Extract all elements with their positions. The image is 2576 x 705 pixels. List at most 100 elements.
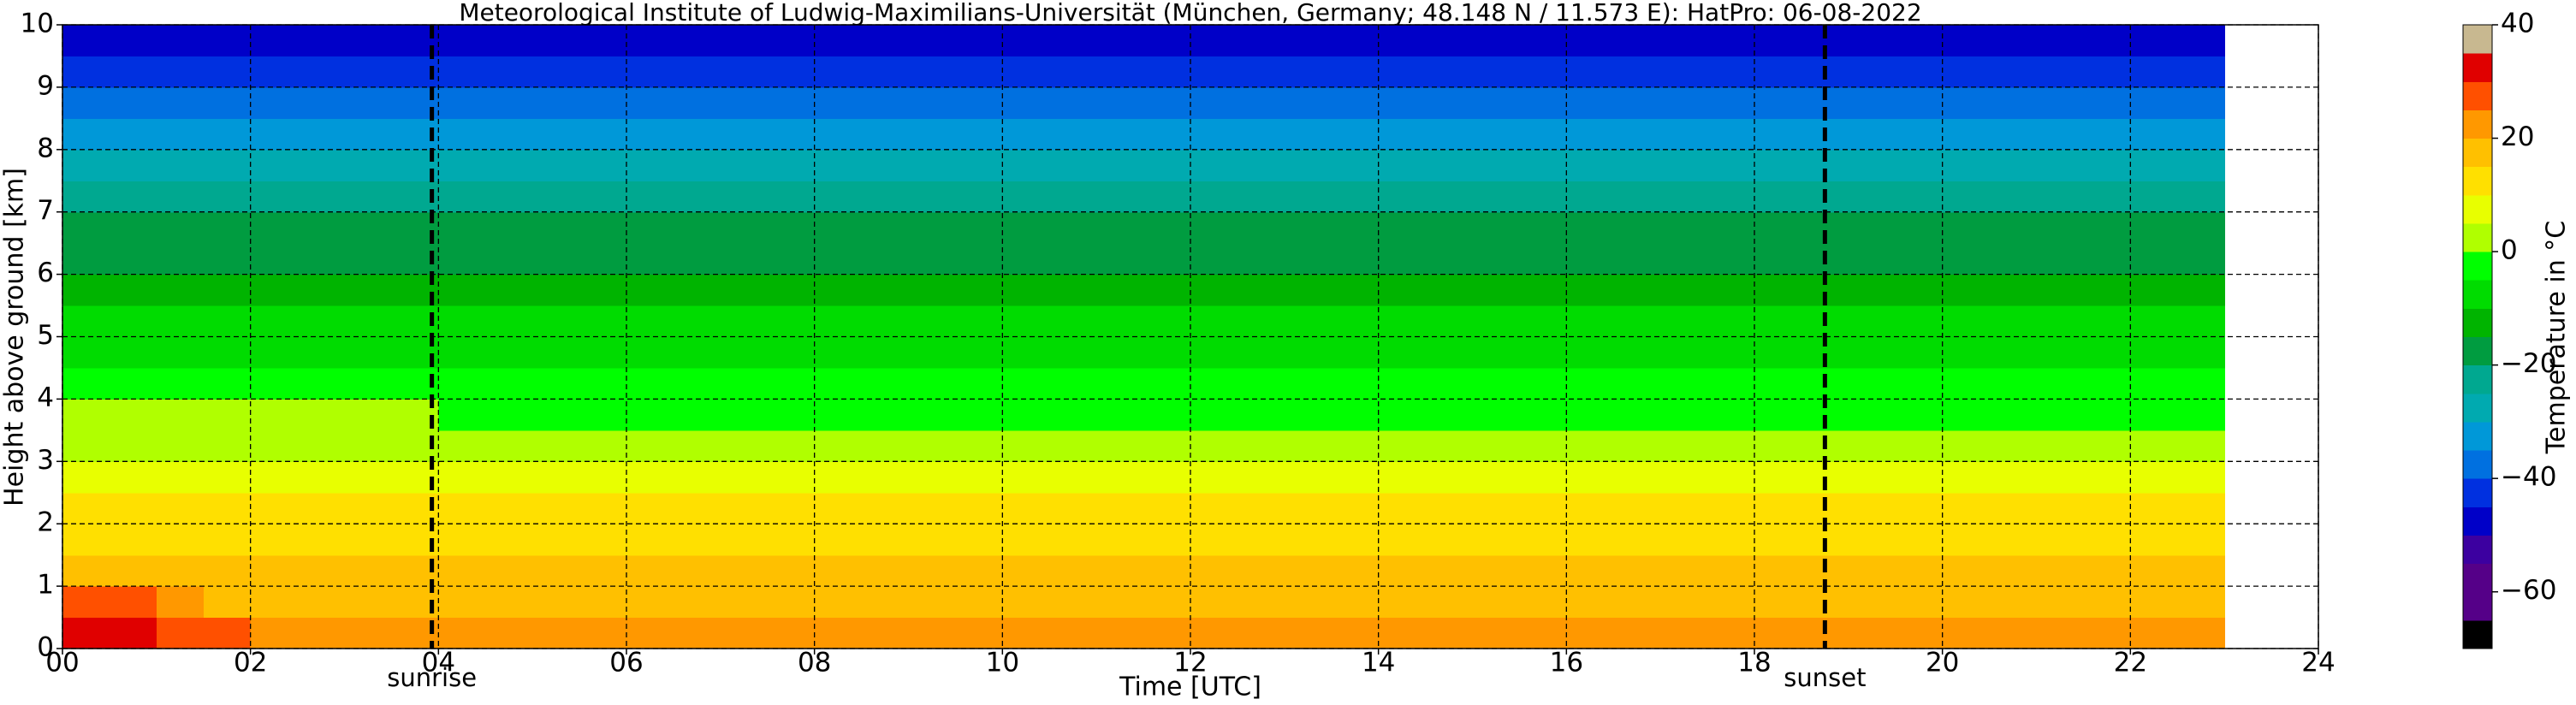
heatmap-cell [1942,336,2225,369]
heatmap-cell [62,336,110,369]
heatmap-cell [62,181,110,213]
heatmap-cell [62,524,110,556]
heatmap-cell [109,243,157,275]
colorbar-tick-label: 20 [2501,121,2534,152]
heatmap-cell [250,399,439,431]
heatmap-cell [156,25,205,57]
heatmap-cell [156,305,205,338]
colorbar-segment [2463,591,2492,621]
heatmap-cell [156,554,205,587]
heatmap-cell [62,554,110,587]
heatmap-cell [1942,181,2225,213]
colorbar-segment [2463,280,2492,309]
colorbar-tick-label: −40 [2501,462,2556,493]
y-tick-label: 9 [37,70,54,101]
x-tick-label: 20 [1926,648,1959,678]
heatmap-cell [109,25,157,57]
colorbar-segment [2463,478,2492,507]
heatmap-cell [250,274,439,306]
heatmap-cell [156,461,205,494]
colorbar-tick-label: −20 [2501,348,2556,379]
colorbar-segment [2463,110,2492,139]
heatmap-cell [203,492,252,524]
heatmap-cell [62,461,110,494]
heatmap-cell [1942,243,2225,275]
heatmap-cell [203,399,252,431]
x-tick-label: 14 [1362,648,1395,678]
heatmap-cell [1942,274,2225,306]
colorbar-segment [2463,563,2492,593]
heatmap-cell [109,56,157,88]
heatmap-cell [156,56,205,88]
y-tick-label: 1 [37,570,54,601]
heatmap-cell [250,430,439,462]
heatmap-cell [62,56,110,88]
heatmap-cell [1942,149,2225,181]
heatmap-cell [156,181,205,213]
y-tick-label: 2 [37,507,54,538]
x-tick-label: 10 [986,648,1019,678]
colorbar-segment [2463,138,2492,168]
heatmap-cell [203,86,252,119]
heatmap-cell [109,86,157,119]
heatmap-cell [250,554,439,587]
y-tick-label: 4 [37,382,54,413]
heatmap-cell [156,243,205,275]
colorbar-segment [2463,252,2492,281]
colorbar-tick-label: −60 [2501,575,2556,606]
heatmap-cell [156,399,205,431]
heatmap-cell [1942,617,2225,649]
heatmap-cell [1942,492,2225,524]
heatmap-cell [1942,586,2225,619]
heatmap-cell [250,56,439,88]
heatmap-cell [62,149,110,181]
heatmap-cell [156,430,205,462]
heatmap-cell [250,243,439,275]
heatmap-cell [109,617,157,649]
x-tick-label: 22 [2114,648,2147,678]
heatmap-cell [250,586,439,619]
x-tick-label: 06 [609,648,643,678]
heatmap-cell [203,56,252,88]
x-axis-label: Time [UTC] [1119,672,1261,702]
heatmap-cell [62,86,110,119]
heatmap-cell [1942,86,2225,119]
heatmap-cell [109,274,157,306]
heatmap-cell [1942,305,2225,338]
heatmap-cell [62,211,110,244]
heatmap-cell [109,367,157,400]
x-tick-label: 00 [45,648,79,678]
colorbar-label: Temperature in °C [2542,221,2572,454]
annotation-label: sunset [1784,663,1866,692]
x-tick-label: 18 [1737,648,1771,678]
x-tick-label: 02 [234,648,267,678]
overlay: 00 02 04 06 08 10 12 14 16 18 20 22 24012345678910su… [21,9,2557,693]
heatmap-cell [203,181,252,213]
heatmap-cell [250,305,439,338]
plot-frame [62,24,2319,649]
x-tick-label: 16 [1550,648,1583,678]
heatmap-cell [1942,211,2225,244]
heatmap-cell [109,181,157,213]
heatmap-cell [203,118,252,151]
heatmap-cell [109,305,157,338]
colorbar-segment [2463,53,2492,82]
heatmap-cell [203,336,252,369]
heatmap-cell [203,617,252,649]
colorbar-frame [2462,24,2493,649]
heatmap-cell [156,149,205,181]
heatmap-cell [62,118,110,151]
heatmap-cell [203,25,252,57]
heatmap-cell [62,617,110,649]
heatmap-cell [1942,367,2225,400]
heatmap-cell [109,430,157,462]
heatmap-cell [156,617,205,649]
heatmap-cell [109,211,157,244]
heatmap-cell [62,586,110,619]
colorbar-segment [2463,364,2492,394]
colorbar-tick-label: 0 [2501,235,2518,266]
heatmap-cell [156,367,205,400]
heatmap-cell [250,211,439,244]
heatmap-cell [203,430,252,462]
colorbar-segment [2463,393,2492,423]
